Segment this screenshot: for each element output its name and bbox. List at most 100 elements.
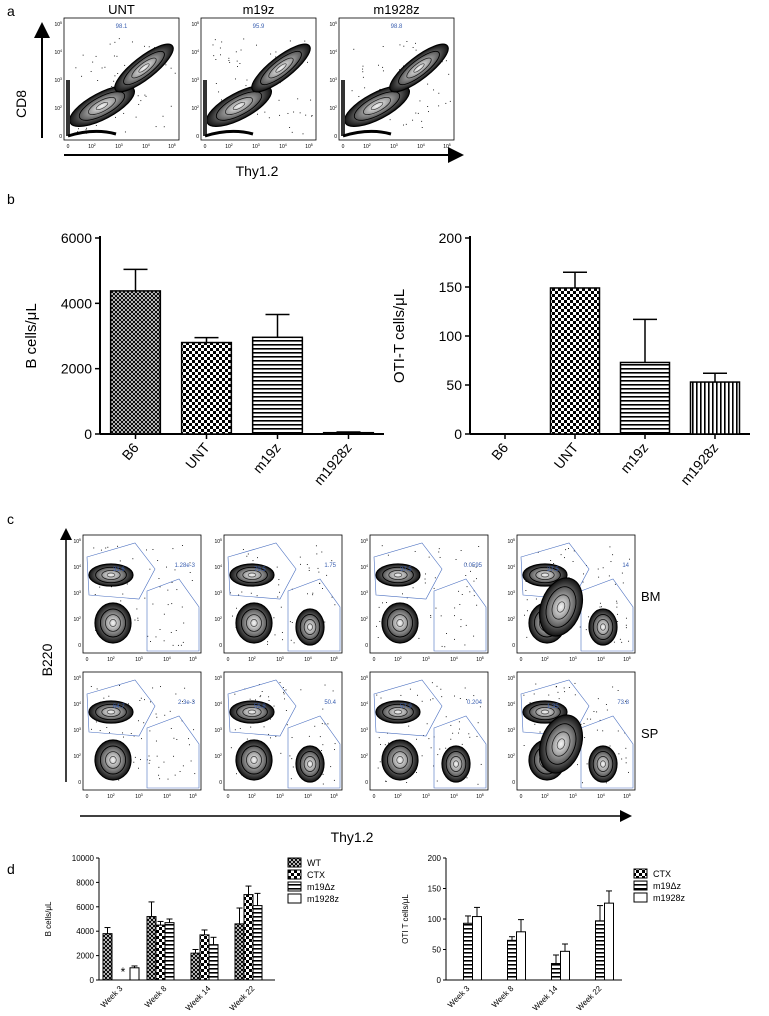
bar-m19δz [551, 963, 561, 981]
thy12-population-contour [295, 608, 325, 646]
legend: WT CTX m19Δz m1928z [287, 857, 340, 904]
x-tick-label: 102 [394, 793, 402, 800]
y-tick-label: 104 [360, 564, 368, 571]
y-tick-label: 104 [360, 701, 368, 708]
legend: CTX m19Δz m1928z [633, 868, 686, 903]
flow-plot-m19z: m19z 95.9 105 104 103 102 00 102 103 104 105 [191, 2, 317, 150]
x-tick-label: 104 [163, 793, 171, 800]
x-tick-label: UNT [551, 439, 582, 472]
x-tick-label: 104 [597, 656, 605, 663]
bar-m1928z [516, 931, 526, 981]
population-contour [389, 43, 449, 93]
bar-m19z [251, 336, 304, 435]
gate-percentage: 37.5 [400, 567, 412, 573]
x-tick-label: 105 [189, 793, 197, 800]
bar-unt [180, 341, 233, 435]
population-contour [251, 43, 311, 93]
x-tick-label: B6 [488, 439, 511, 463]
x-tick-label: 103 [135, 793, 143, 800]
thy12-gate [287, 578, 341, 652]
significance-marker: * [121, 965, 126, 979]
axis-density-strip [341, 80, 345, 136]
thy12-population-contour [441, 745, 471, 783]
legend-label: m19Δz [307, 882, 336, 892]
x-tick-label: Week 14 [531, 984, 560, 1013]
bar-m1928z [472, 916, 482, 981]
gate-percentage: 95.9 [253, 24, 265, 30]
y-tick-label: 0 [219, 780, 222, 786]
y-tick-label: 105 [54, 21, 62, 28]
b220-population-contour [229, 700, 275, 724]
x-tick-label: Week 3 [446, 984, 472, 1010]
x-tick-label: 103 [252, 143, 260, 150]
flow-plot-m19z-bm: 37.5 0.0595 105 104 103 102 0 0 102 103 104 105 [360, 534, 489, 663]
gate-percentage: 2.3e-3 [178, 700, 196, 706]
y-tick-label: 6000 [76, 903, 94, 912]
bar-m19δz [252, 905, 263, 981]
y-tick-label: 102 [191, 105, 199, 112]
b220-gate [520, 679, 590, 737]
b220-gate [86, 542, 156, 600]
negative-population-contour [235, 739, 273, 781]
negative-population [204, 129, 254, 138]
y-tick-label: 104 [214, 701, 222, 708]
panel-label-c: c [7, 511, 14, 527]
x-tick-label: 103 [569, 793, 577, 800]
thy12-population-contour [588, 608, 618, 646]
legend-label: WT [307, 858, 321, 868]
x-tick-label: 0 [373, 657, 376, 663]
bar-m1928z [560, 950, 570, 981]
x-tick-label: B6 [119, 439, 142, 463]
x-tick-label: 103 [276, 656, 284, 663]
y-tick-label: 102 [73, 616, 81, 623]
x-tick-label: 0 [520, 657, 523, 663]
x-tick-label: Week 3 [99, 984, 125, 1010]
y-tick-label: 103 [507, 727, 515, 734]
legend-swatch-wt [287, 857, 302, 868]
y-tick-label: 103 [214, 727, 222, 734]
x-tick-label: 103 [390, 143, 398, 150]
thy12-gate [580, 578, 634, 652]
thy12-axis-label-a: Thy1.2 [236, 163, 279, 179]
y-tick-label: 104 [73, 701, 81, 708]
bar-m1928z [604, 902, 614, 981]
x-tick-label: 104 [597, 793, 605, 800]
flow-row-label: BM [641, 589, 661, 604]
y-tick-label: 105 [360, 538, 368, 545]
x-tick-label: 0 [520, 794, 523, 800]
legend-swatch-ctx [287, 869, 302, 880]
y-tick-label: 104 [507, 564, 515, 571]
y-tick-label: 104 [507, 701, 515, 708]
y-tick-label: 105 [360, 675, 368, 682]
thy12-gate [580, 715, 634, 789]
legend-swatch-m19δz [287, 881, 302, 892]
b220-population-contour [88, 700, 134, 724]
thy12-gate [146, 715, 200, 789]
gate-percentage: 73.8 [617, 700, 629, 706]
bar-m19δz [463, 922, 473, 981]
x-tick-label: 105 [476, 793, 484, 800]
chart-b-cells: 0 2000 4000 6000 B cells/μL B6 UNT m19z m1928z [23, 230, 384, 488]
flow-plot-b6-sp: 64.7 2.3e-3 105 104 103 102 0 0 102 103 104 105 [73, 671, 202, 800]
x-tick-label: 102 [248, 656, 256, 663]
x-tick-label: 102 [541, 793, 549, 800]
thy12-gate [146, 578, 200, 652]
y-tick-label: 104 [191, 49, 199, 56]
flow-plot-m19z-sp: 57.9 0.204 105 104 103 102 0 0 102 103 104 105 [360, 671, 489, 800]
bar-m19δz [595, 920, 605, 981]
y-tick-label: 103 [507, 590, 515, 597]
y-axis-title: B cells/μL [23, 303, 40, 368]
x-tick-label: 104 [417, 143, 425, 150]
flow-plot-m1928z-bm: 27.5 14 105 104 103 102 0 0 102 103 104 105 [507, 534, 636, 663]
bar-m1928z [129, 967, 140, 981]
b220-gate [86, 679, 156, 737]
x-tick-label: 0 [86, 794, 89, 800]
spread-population-contour [538, 714, 584, 774]
legend-label: m1928z [653, 893, 686, 903]
flow-plot-unt-sp: 55.8 50.4 105 104 103 102 0 0 102 103 104 105 [214, 671, 343, 800]
y-tick-label: 104 [54, 49, 62, 56]
bar-ctx [199, 934, 210, 981]
spread-population-contour [538, 577, 584, 637]
